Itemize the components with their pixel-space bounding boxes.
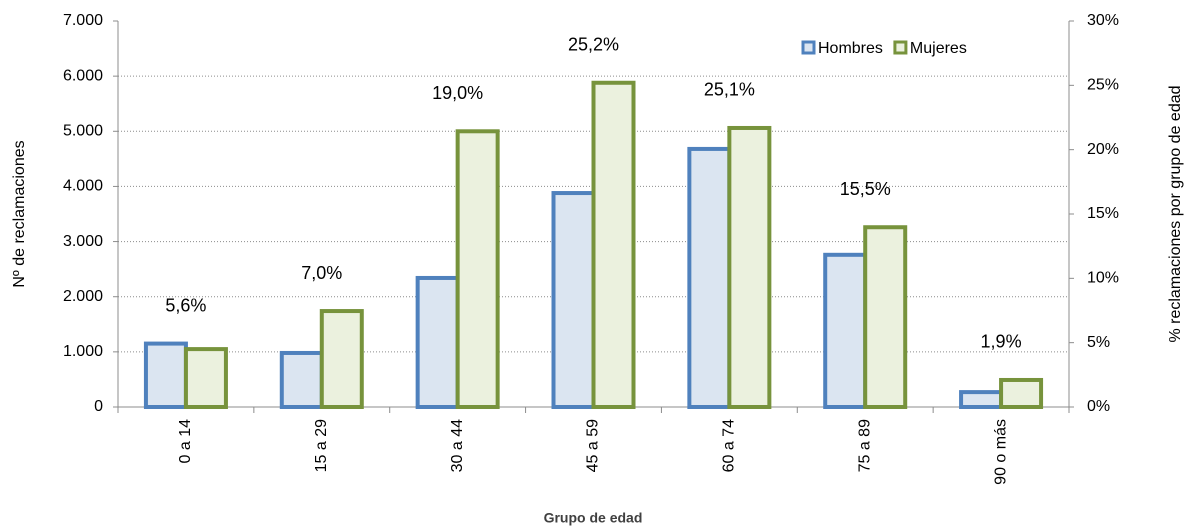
y2-tick-label: 0% bbox=[1087, 398, 1110, 415]
percent-label: 15,5% bbox=[840, 179, 891, 199]
bar bbox=[687, 146, 732, 409]
bar bbox=[823, 252, 868, 409]
bar bbox=[279, 350, 324, 409]
legend-swatch bbox=[801, 40, 816, 55]
percent-label: 7,0% bbox=[301, 263, 342, 283]
bar bbox=[143, 341, 188, 410]
y-tick-label: 4.000 bbox=[63, 178, 103, 195]
percent-label: 25,1% bbox=[704, 80, 755, 100]
x-tick-label: 75 a 89 bbox=[856, 419, 873, 472]
y2-axis-title: % reclamaciones por grupo de edad bbox=[1167, 85, 1184, 342]
y-tick-label: 6.000 bbox=[63, 67, 103, 84]
x-tick-label: 60 a 74 bbox=[721, 419, 738, 472]
bar bbox=[183, 347, 228, 410]
y2-tick-label: 10% bbox=[1087, 270, 1119, 287]
x-tick-label: 0 a 14 bbox=[177, 419, 194, 464]
legend-swatch bbox=[893, 40, 908, 55]
bar bbox=[591, 80, 636, 409]
bar bbox=[999, 377, 1044, 410]
bar bbox=[455, 129, 500, 410]
y-axis-title: Nº de reclamaciones bbox=[11, 140, 28, 287]
y-tick-label: 1.000 bbox=[63, 343, 103, 360]
y2-tick-label: 5% bbox=[1087, 334, 1110, 351]
bar bbox=[319, 309, 364, 409]
bar bbox=[727, 125, 772, 409]
bar bbox=[863, 225, 908, 409]
legend-label: Mujeres bbox=[910, 40, 967, 57]
bar bbox=[959, 390, 1004, 409]
y-tick-label: 5.000 bbox=[63, 123, 103, 140]
y-tick-label: 3.000 bbox=[63, 233, 103, 250]
y-tick-label: 0 bbox=[94, 398, 103, 415]
percent-label: 1,9% bbox=[981, 332, 1022, 352]
percent-point bbox=[185, 334, 187, 336]
x-tick-label: 30 a 44 bbox=[449, 419, 466, 472]
y2-tick-label: 30% bbox=[1087, 12, 1119, 29]
y2-tick-label: 25% bbox=[1087, 77, 1119, 94]
legend-label: Hombres bbox=[818, 40, 883, 57]
y-tick-label: 2.000 bbox=[63, 288, 103, 305]
x-tick-label: 90 o más bbox=[992, 419, 1009, 485]
bar bbox=[551, 191, 596, 409]
percent-label: 5,6% bbox=[165, 295, 206, 315]
y-tick-label: 7.000 bbox=[63, 12, 103, 29]
bar bbox=[415, 275, 460, 410]
percent-point bbox=[864, 207, 866, 209]
y2-tick-label: 15% bbox=[1087, 205, 1119, 222]
x-tick-label: 15 a 29 bbox=[313, 419, 330, 472]
percent-label: 19,0% bbox=[432, 83, 483, 103]
percent-label: 25,2% bbox=[568, 35, 619, 55]
x-axis-title: Grupo de edad bbox=[544, 510, 643, 526]
y2-tick-label: 20% bbox=[1087, 141, 1119, 158]
x-tick-label: 45 a 59 bbox=[585, 419, 602, 472]
